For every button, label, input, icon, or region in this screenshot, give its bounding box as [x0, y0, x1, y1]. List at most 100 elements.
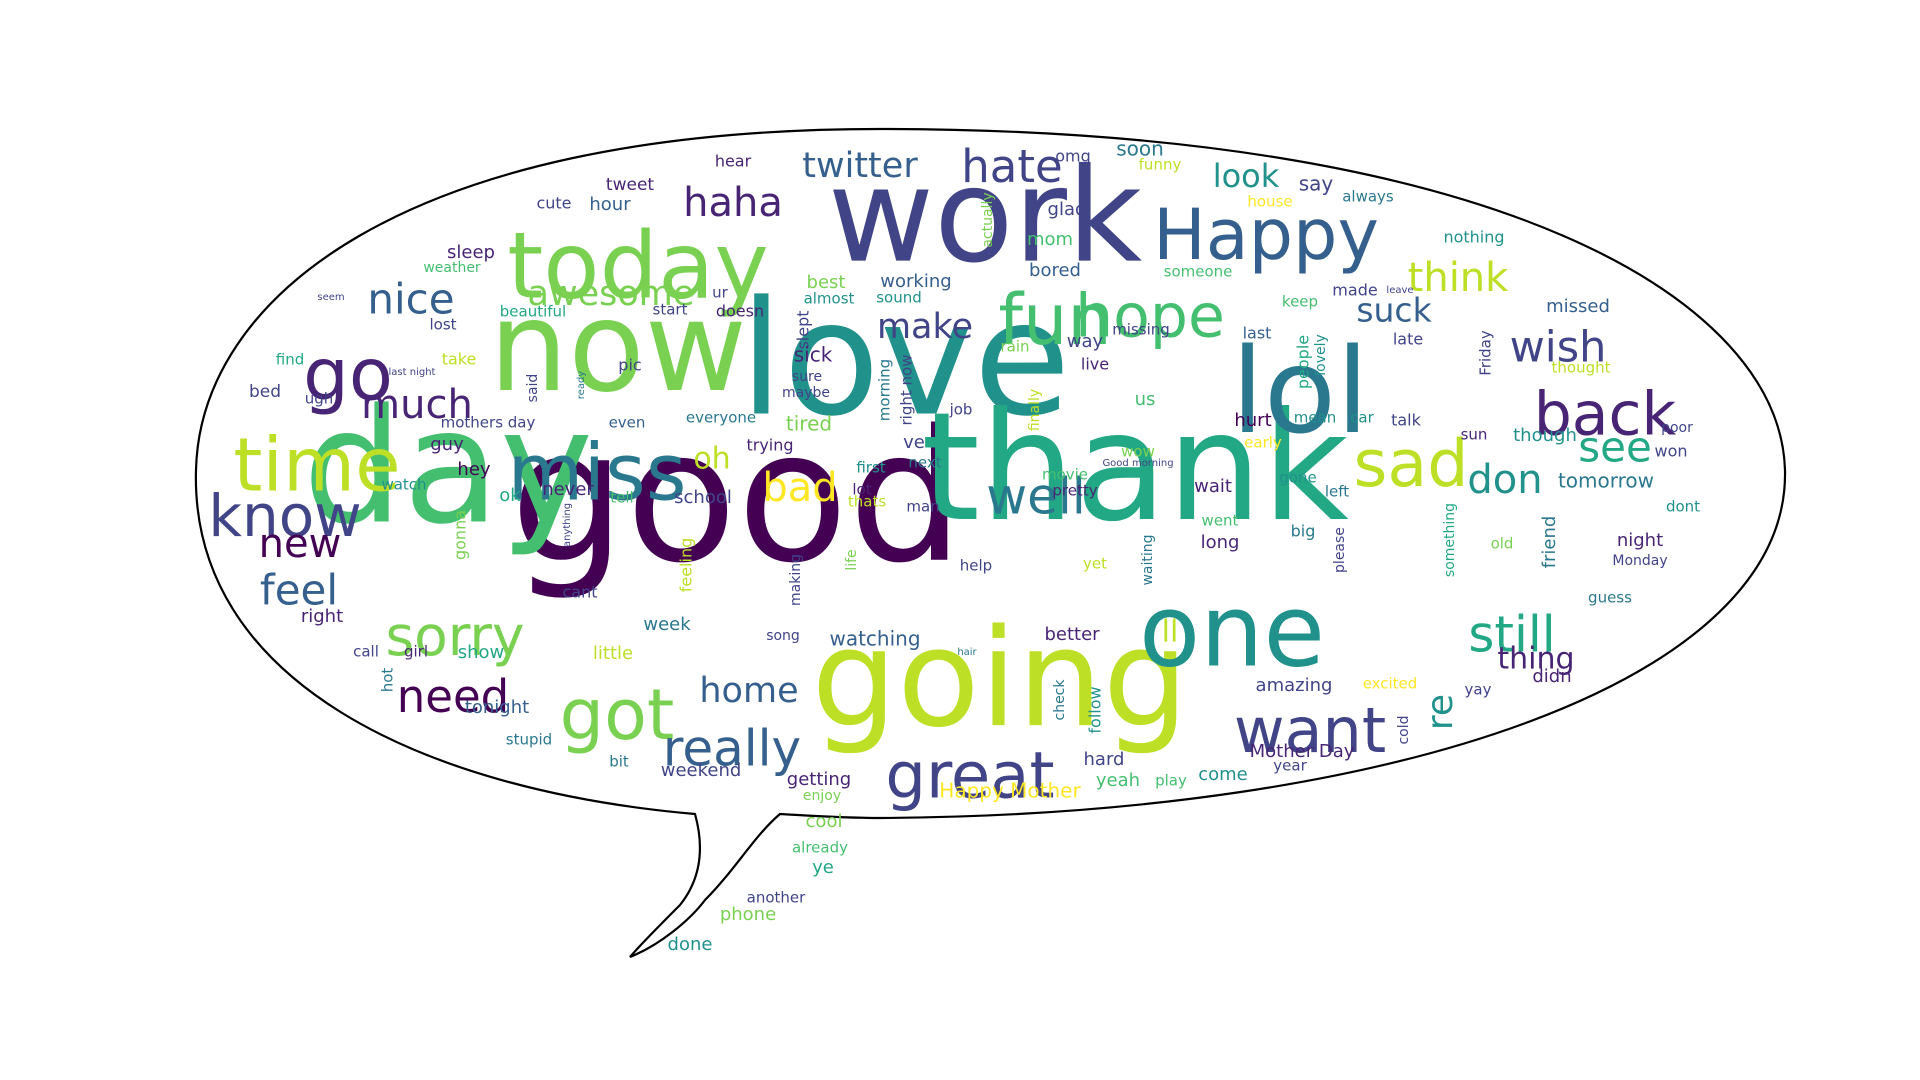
- cloud-word-today: today: [507, 212, 769, 319]
- cloud-word-ugh: ugh: [305, 390, 334, 408]
- cloud-word-take: take: [442, 350, 477, 369]
- cloud-word-great: great: [885, 740, 1054, 814]
- cloud-word-even: even: [609, 414, 646, 432]
- cloud-word-missing: missing: [1112, 321, 1170, 339]
- cloud-word-something: something: [1442, 503, 1458, 577]
- cloud-word-way: way: [1067, 331, 1104, 352]
- cloud-word-people: people: [1294, 335, 1313, 389]
- cloud-word-sun: sun: [1461, 426, 1488, 444]
- cloud-word-poor: poor: [1661, 420, 1693, 436]
- cloud-word-want: want: [1234, 694, 1386, 767]
- cloud-word-doesn: doesn: [716, 302, 764, 321]
- cloud-word-trying: trying: [746, 436, 793, 455]
- cloud-word-thought: thought: [1552, 359, 1611, 377]
- cloud-word-nothing: nothing: [1443, 228, 1504, 247]
- cloud-word-well: well: [986, 468, 1085, 526]
- cloud-word-see: see: [1578, 423, 1652, 472]
- cloud-word-dont: dont: [1666, 498, 1700, 516]
- cloud-word-thing: thing: [1497, 642, 1574, 677]
- cloud-word-please: please: [1332, 527, 1348, 573]
- cloud-word-said: said: [525, 374, 541, 403]
- cloud-word-hear: hear: [715, 152, 752, 171]
- cloud-word-now: now: [489, 275, 747, 420]
- cloud-word-big: big: [1291, 522, 1316, 541]
- cloud-word-home: home: [699, 671, 798, 711]
- cloud-word-keep: keep: [1282, 293, 1318, 311]
- cloud-word-weather: weather: [423, 260, 481, 276]
- cloud-word-call: call: [353, 643, 379, 661]
- cloud-word-mother-day: Mother Day: [1250, 741, 1355, 762]
- cloud-word-got: got: [560, 674, 675, 756]
- cloud-word-much: much: [361, 382, 473, 428]
- cloud-word-follow: follow: [1086, 686, 1105, 733]
- cloud-word-guess: guess: [1588, 589, 1632, 607]
- cloud-word-lovely: lovely: [1313, 334, 1329, 376]
- cloud-word-cant: cant: [562, 583, 597, 602]
- cloud-word-slept: slept: [794, 310, 813, 349]
- cloud-word-love: love: [739, 267, 1070, 451]
- cloud-word-house: house: [1247, 193, 1292, 211]
- cloud-word-happy-mother: Happy Mother: [939, 779, 1081, 803]
- cloud-word-won: won: [1654, 442, 1687, 461]
- cloud-word-made: made: [1332, 281, 1377, 300]
- cloud-word-check: check: [1052, 679, 1068, 721]
- cloud-word-day: day: [303, 375, 594, 559]
- cloud-word-wish: wish: [1510, 323, 1607, 373]
- cloud-word-show: show: [458, 642, 505, 663]
- cloud-word-tomorrow: tomorrow: [1558, 469, 1654, 493]
- cloud-word-nice: nice: [367, 275, 454, 324]
- cloud-word-start: start: [653, 301, 688, 319]
- cloud-word-sorry: sorry: [385, 604, 524, 668]
- cloud-word-girl: girl: [404, 643, 428, 661]
- cloud-word-school: school: [674, 487, 732, 508]
- cloud-word-look: look: [1213, 157, 1280, 195]
- cloud-word-already: already: [792, 839, 848, 857]
- cloud-word-night: night: [1617, 530, 1663, 551]
- cloud-word-new: new: [259, 521, 342, 567]
- cloud-word-ok: ok: [499, 485, 521, 506]
- cloud-word-ur: ur: [712, 284, 729, 302]
- cloud-word-find: find: [276, 351, 304, 369]
- cloud-word-funny: funny: [1139, 156, 1182, 174]
- cloud-word-lost: lost: [429, 316, 456, 334]
- cloud-word-us: us: [1135, 389, 1156, 410]
- cloud-word-guy: guy: [430, 434, 464, 455]
- cloud-word-going: going: [811, 600, 1188, 757]
- cloud-word-suck: suck: [1356, 291, 1432, 330]
- cloud-word-late: late: [1393, 330, 1423, 349]
- cloud-word-seem: seem: [317, 292, 344, 303]
- cloud-word-awesome: awesome: [528, 274, 695, 314]
- cloud-word-gonna: gonna: [451, 510, 470, 560]
- cloud-word-though: though: [1513, 425, 1577, 446]
- cloud-word-omg: omg: [1055, 147, 1091, 166]
- cloud-word-back: back: [1534, 380, 1677, 450]
- cloud-word-still: still: [1468, 606, 1555, 664]
- cloud-word-job: job: [949, 401, 973, 419]
- cloud-word-last-night: last night: [389, 367, 436, 378]
- cloud-word-cute: cute: [536, 194, 571, 213]
- cloud-word-waiting: waiting: [1140, 534, 1156, 585]
- cloud-word-live: live: [1081, 355, 1109, 374]
- cloud-word-haha: haha: [683, 180, 783, 226]
- cloud-word-enjoy: enjoy: [803, 788, 841, 804]
- cloud-word-come: come: [1198, 764, 1248, 785]
- cloud-word-morning: morning: [876, 359, 894, 421]
- cloud-word-went: went: [1202, 512, 1239, 530]
- cloud-word-bed: bed: [249, 382, 281, 402]
- cloud-word-life: life: [844, 549, 860, 570]
- cloud-word-good: good: [510, 391, 964, 603]
- cloud-word-little: little: [593, 643, 633, 664]
- cloud-word-working: working: [880, 271, 951, 292]
- cloud-word-first: first: [856, 459, 885, 477]
- cloud-word-phone: phone: [720, 904, 776, 925]
- cloud-word-glad: glad: [1048, 199, 1087, 220]
- cloud-word-don: don: [1467, 457, 1542, 503]
- cloud-word-watch: watch: [381, 476, 426, 494]
- cloud-word-friend: friend: [1539, 516, 1560, 569]
- cloud-word-bored: bored: [1029, 260, 1081, 281]
- cloud-word-actually: actually: [980, 192, 996, 247]
- cloud-word-sure: sure: [792, 369, 822, 385]
- speech-bubble-outline: [194, 127, 1787, 959]
